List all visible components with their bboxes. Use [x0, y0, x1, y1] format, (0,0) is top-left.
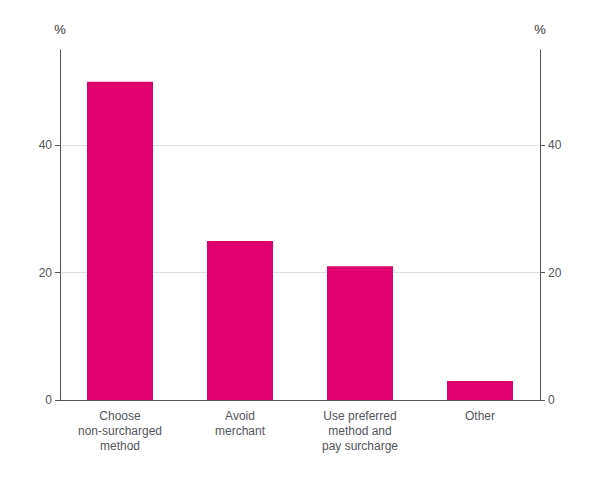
svg-text:%: %	[534, 22, 546, 37]
svg-text:Choose: Choose	[99, 409, 141, 423]
svg-text:20: 20	[548, 266, 562, 280]
svg-text:Other: Other	[465, 409, 495, 423]
svg-text:20: 20	[39, 266, 53, 280]
svg-text:Use preferred: Use preferred	[323, 409, 396, 423]
svg-text:method: method	[100, 439, 140, 453]
svg-text:%: %	[54, 22, 66, 37]
svg-text:method and: method and	[328, 424, 391, 438]
svg-text:0: 0	[548, 393, 555, 407]
svg-text:40: 40	[548, 138, 562, 152]
svg-text:0: 0	[45, 393, 52, 407]
svg-text:pay surcharge: pay surcharge	[322, 439, 398, 453]
svg-text:merchant: merchant	[215, 424, 266, 438]
svg-text:40: 40	[39, 138, 53, 152]
svg-text:non-surcharged: non-surcharged	[78, 424, 162, 438]
svg-text:Avoid: Avoid	[225, 409, 255, 423]
